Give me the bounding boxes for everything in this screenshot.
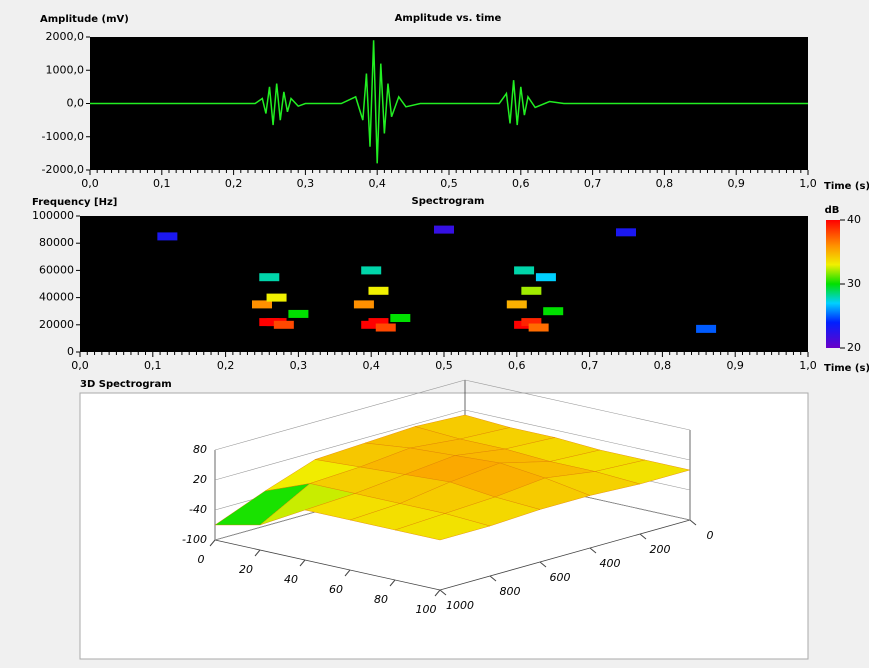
x-axis-label: Time (s) bbox=[824, 181, 869, 192]
x-tick-label: 0 bbox=[198, 553, 205, 566]
y-tick-label: 0,0 bbox=[67, 97, 85, 110]
x-tick-label: 0,3 bbox=[297, 177, 315, 190]
spectrogram-cell bbox=[288, 310, 308, 318]
spectrogram-cell bbox=[376, 324, 396, 332]
x-tick-label: 0,4 bbox=[362, 359, 380, 372]
x-tick-label: 0,5 bbox=[440, 177, 458, 190]
spectrogram-cell bbox=[157, 232, 177, 240]
x-tick-label: 0,9 bbox=[726, 359, 744, 372]
x-tick-label: 0,1 bbox=[153, 177, 171, 190]
x-tick-label: 0,6 bbox=[512, 177, 530, 190]
x-tick-label: 0,0 bbox=[71, 359, 89, 372]
spectrogram-cell bbox=[616, 228, 636, 236]
y-tick-label: 100000 bbox=[32, 209, 74, 222]
x-tick-label: 1,0 bbox=[799, 359, 817, 372]
spectrogram-cell bbox=[274, 321, 294, 329]
x-tick-label: 0,8 bbox=[656, 177, 674, 190]
y-tick-label: 2000,0 bbox=[46, 30, 85, 43]
colorbar-tick-label: 40 bbox=[847, 213, 861, 226]
x-tick-label: 0,2 bbox=[217, 359, 235, 372]
z-tick-label: -40 bbox=[189, 503, 207, 516]
spectrogram-cell bbox=[543, 307, 563, 315]
spectrogram-cell bbox=[368, 287, 388, 295]
x-tick-label: 0,3 bbox=[290, 359, 308, 372]
x-tick-label: 0,9 bbox=[727, 177, 745, 190]
y-tick-label: 1000,0 bbox=[46, 63, 85, 76]
y-axis-label: Frequency [Hz] bbox=[32, 197, 117, 208]
y-tick-label: -2000,0 bbox=[42, 163, 84, 176]
spectrogram-cell bbox=[267, 294, 287, 302]
y-tick-label: 80000 bbox=[39, 236, 74, 249]
colorbar bbox=[826, 220, 840, 348]
y-tick-label: -1000,0 bbox=[42, 130, 84, 143]
z-tick-label: 20 bbox=[193, 473, 207, 486]
spectrogram-cell bbox=[434, 226, 454, 234]
x-tick-label: 80 bbox=[374, 593, 388, 606]
x-tick-label: 20 bbox=[239, 563, 253, 576]
panel: Amplitude vs. time Amplitude (mV) Time (… bbox=[0, 0, 869, 668]
x-tick-label: 0,4 bbox=[368, 177, 386, 190]
z-tick-label: 80 bbox=[193, 443, 207, 456]
y-tick-label: 800 bbox=[500, 585, 521, 598]
x-tick-label: 40 bbox=[284, 573, 298, 586]
colorbar-label: dB bbox=[825, 205, 840, 216]
z-tick-label: -100 bbox=[182, 533, 207, 546]
spectrogram-cell bbox=[361, 266, 381, 274]
chart-title: Spectrogram bbox=[412, 196, 485, 207]
y-tick-label: 40000 bbox=[39, 291, 74, 304]
x-tick-label: 1,0 bbox=[799, 177, 817, 190]
y-tick-label: 200 bbox=[650, 543, 671, 556]
spectrogram-cell bbox=[529, 324, 549, 332]
x-tick-label: 0,1 bbox=[144, 359, 162, 372]
y-tick-label: 0 bbox=[707, 529, 714, 542]
x-tick-label: 0,2 bbox=[225, 177, 243, 190]
spectrogram-cell bbox=[507, 300, 527, 308]
spectrogram-cell bbox=[696, 325, 716, 333]
spectrogram-cell bbox=[390, 314, 410, 322]
spectrogram-cell bbox=[354, 300, 374, 308]
y-axis-label: Amplitude (mV) bbox=[40, 14, 129, 25]
chart-title: 3D Spectrogram bbox=[80, 379, 172, 390]
y-tick-label: 400 bbox=[600, 557, 621, 570]
x-tick-label: 60 bbox=[329, 583, 343, 596]
y-tick-label: 600 bbox=[550, 571, 571, 584]
y-tick-label: 0 bbox=[67, 345, 74, 358]
chart-title: Amplitude vs. time bbox=[395, 13, 502, 24]
spectrogram-cell bbox=[514, 266, 534, 274]
y-tick-label: 20000 bbox=[39, 318, 74, 331]
colorbar-tick-label: 30 bbox=[847, 277, 861, 290]
x-tick-label: 0,7 bbox=[584, 177, 602, 190]
y-tick-label: 60000 bbox=[39, 263, 74, 276]
x-tick-label: 0,8 bbox=[654, 359, 672, 372]
x-tick-label: 100 bbox=[416, 603, 437, 616]
x-tick-label: 0,0 bbox=[81, 177, 99, 190]
spectrogram-cell bbox=[521, 287, 541, 295]
colorbar-tick-label: 20 bbox=[847, 341, 861, 354]
x-axis-label: Time (s) bbox=[824, 363, 869, 374]
spectrogram-cell bbox=[259, 273, 279, 281]
x-tick-label: 0,7 bbox=[581, 359, 599, 372]
x-tick-label: 0,6 bbox=[508, 359, 526, 372]
spectrogram-cell bbox=[536, 273, 556, 281]
y-tick-label: 1000 bbox=[446, 599, 474, 612]
x-tick-label: 0,5 bbox=[435, 359, 453, 372]
